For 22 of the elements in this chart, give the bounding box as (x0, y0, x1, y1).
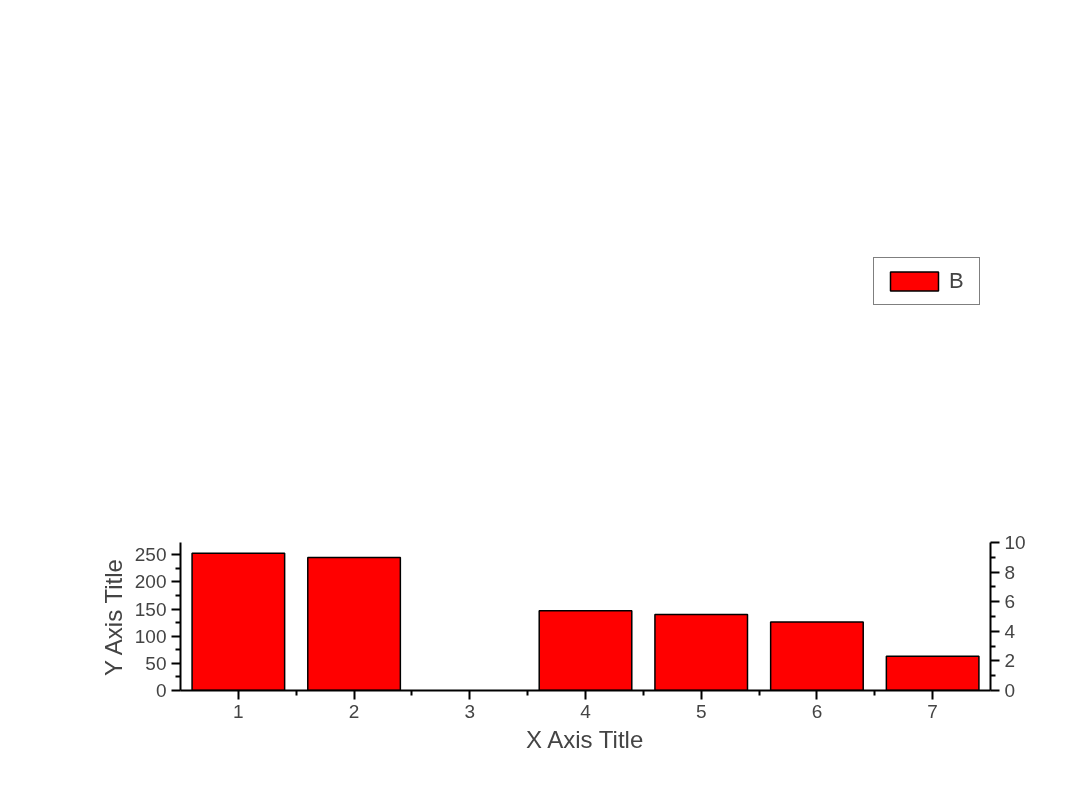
x-tick-label: 4 (580, 700, 592, 722)
y2-tick-label: 2 (1004, 650, 1016, 672)
y-axis-title: Y Axis Title (99, 559, 127, 677)
x-tick-label: 6 (811, 700, 823, 722)
y2-tick-label: 0 (1004, 680, 1016, 701)
x-tick-label: 5 (695, 700, 707, 722)
x-tick-label: 7 (927, 700, 938, 722)
y2-tick-label: 10 (1004, 532, 1026, 553)
x-tick-label: 2 (348, 700, 360, 722)
x-tick-label: 1 (233, 700, 244, 722)
x-axis-title: X Axis Title (525, 725, 644, 753)
x-tick-label: 3 (464, 700, 476, 722)
legend-label: B (949, 268, 965, 294)
y-tick-label: 150 (134, 598, 167, 620)
y-tick-label: 200 (134, 571, 167, 593)
y2-tick-label: 8 (1004, 561, 1016, 583)
y-tick-label: 0 (155, 680, 167, 701)
y-tick-label: 100 (134, 625, 167, 647)
y-tick-label: 50 (145, 652, 167, 674)
y-tick-label: 250 (134, 544, 167, 566)
y2-tick-label: 4 (1004, 620, 1016, 642)
y2-tick-label: 6 (1004, 591, 1016, 613)
